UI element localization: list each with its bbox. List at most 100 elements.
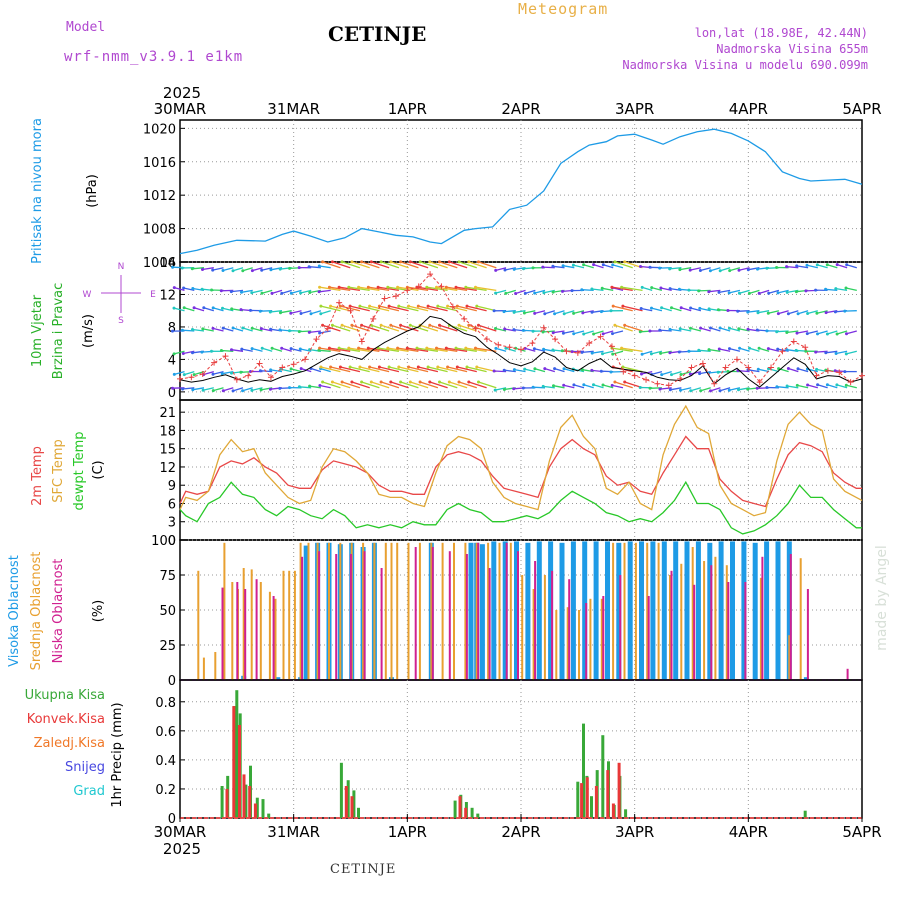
wind-arrow-head (475, 304, 479, 308)
wind-arrow-head (825, 383, 829, 387)
wind-arrow-head (668, 351, 672, 355)
wind-arrow-head (639, 307, 643, 310)
wind-arrow-head (795, 331, 799, 335)
wind-arrow-head (397, 304, 401, 308)
wind-arrow-head (200, 287, 204, 291)
wind-arrow (380, 381, 400, 389)
cloud-bar (316, 542, 319, 680)
cloud-bar (582, 541, 588, 680)
wind-arrow-head (396, 285, 400, 289)
wind-gust-marker (427, 271, 434, 278)
wind-arrow (449, 381, 468, 389)
cloud-bar (684, 541, 690, 680)
cloud-bar (536, 541, 542, 680)
wind-arrow (427, 366, 448, 373)
wind-arrow-head (610, 285, 614, 289)
wind-arrow-head (601, 352, 604, 356)
wind-arrow-head (389, 380, 393, 384)
wind-arrow-head (181, 387, 185, 391)
cloud-bar (703, 561, 706, 680)
cloud-bar (764, 541, 770, 680)
cloud-bar (714, 556, 717, 680)
wind-arrow-head (182, 373, 186, 377)
wind-arrow (322, 324, 341, 332)
x-tick-label-top: 5APR (842, 100, 881, 118)
wind-arrow (251, 387, 263, 392)
wind-arrow-head (299, 312, 303, 315)
wind-arrow-head (191, 351, 194, 355)
wind-gust-marker (824, 367, 831, 374)
y-tick-label: 8 (168, 321, 176, 336)
y-tick-label: 100 (151, 534, 176, 549)
wind-arrow (796, 265, 809, 269)
wind-gust-marker (358, 338, 365, 345)
wind-arrow-head (425, 346, 429, 350)
wind-arrow (193, 307, 205, 312)
wind-arrow (371, 381, 390, 389)
wind-arrow (388, 366, 409, 373)
wind-arrow-head (815, 367, 819, 371)
credit-watermark: made by Angel (874, 545, 890, 651)
wind-arrow-head (467, 380, 471, 384)
elevation-label: Nadmorska Visina 655m (716, 42, 868, 56)
wind-arrow-head (307, 330, 311, 334)
cloud-bar (691, 547, 694, 680)
wind-arrow-head (805, 263, 809, 267)
wind-arrow (602, 350, 614, 355)
wind-arrow-head (502, 310, 506, 314)
wind-gust-marker (483, 336, 490, 343)
wind-arrow (457, 366, 477, 373)
wind-arrow (747, 369, 760, 373)
wind-arrow-head (590, 368, 594, 372)
wind-arrow-head (492, 369, 496, 373)
wind-gust-marker (745, 364, 752, 371)
wind-arrow (661, 307, 672, 312)
cloud-bar (363, 551, 366, 680)
wind-arrow-head (318, 331, 322, 335)
cloud-bar (788, 635, 791, 680)
wind-arrow-head (668, 327, 672, 331)
wind-arrow (747, 310, 760, 313)
wind-arrow-head (426, 304, 430, 308)
wind-arrow (825, 350, 838, 354)
wind-arrow-head (494, 346, 498, 350)
wind-arrow-head (514, 292, 518, 295)
precip-bar (470, 807, 474, 818)
wind-arrow (573, 264, 585, 269)
wind-arrow-head (503, 327, 507, 331)
wind-arrow (718, 289, 731, 294)
wind-arrow (387, 286, 409, 292)
wind-arrow-head (405, 285, 409, 289)
wind-arrow (241, 289, 253, 293)
wind-arrow-head (572, 383, 576, 387)
y-tick-label: 18 (159, 424, 176, 439)
wind-arrow-head (211, 389, 215, 393)
wind-arrow-head (408, 380, 412, 384)
wind-arrow-head (289, 347, 293, 351)
wind-arrow-head (318, 346, 322, 350)
cloud-bar (627, 541, 633, 680)
wind-arrow-head (319, 365, 323, 369)
wind-arrow (446, 347, 468, 352)
wind-arrow (203, 307, 214, 312)
wind-arrow-head (231, 389, 235, 393)
wind-arrow (835, 287, 848, 292)
wind-arrow-head (321, 323, 325, 327)
wind-arrow-head (659, 286, 663, 290)
wind-arrow-head (689, 389, 693, 393)
cloud-bar (806, 589, 809, 680)
cloud-bar (318, 551, 321, 680)
wind-arrow (776, 386, 789, 389)
wind-arrow (319, 286, 341, 292)
wind-arrow-head (835, 263, 839, 267)
wind-gust-marker (643, 376, 650, 383)
cloud-bar (514, 541, 519, 680)
wind-gust-marker (245, 372, 252, 379)
wind-arrow-head (756, 267, 759, 271)
y-tick-label: 6 (168, 497, 176, 512)
cloud-bar (373, 542, 376, 680)
wind-arrow-head (435, 346, 438, 350)
wind-arrow-head (260, 291, 264, 295)
wind-arrow-head (425, 285, 429, 289)
wind-arrow-head (716, 308, 720, 312)
